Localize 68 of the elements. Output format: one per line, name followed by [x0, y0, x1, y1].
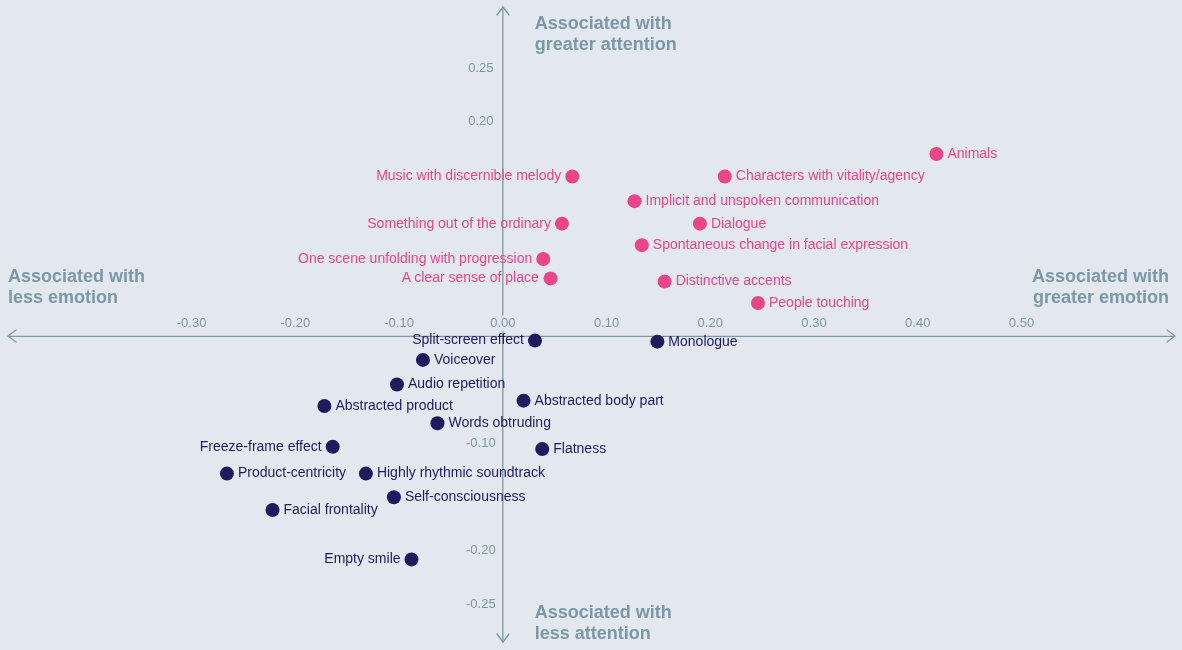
point	[358, 466, 373, 481]
point	[536, 252, 551, 267]
point	[317, 399, 332, 414]
point	[634, 238, 649, 253]
annotation: Associated with less emotion	[8, 266, 146, 308]
annotation: Characters with vitality/agency	[735, 167, 925, 184]
y-tick-label: 0.25	[468, 59, 494, 75]
annotation: People touching	[768, 293, 870, 310]
point	[390, 377, 404, 392]
point	[430, 416, 445, 431]
point	[565, 169, 580, 184]
annotation: Freeze-frame effect	[199, 437, 322, 454]
annotation: Implicit and unspoken communication	[645, 192, 880, 209]
point	[717, 169, 732, 184]
x-tick-label: 0.30	[801, 314, 827, 330]
point	[516, 393, 531, 408]
point	[627, 194, 642, 209]
annotation: Animals	[947, 144, 998, 161]
annotation: Dialogue	[710, 214, 767, 231]
y-tick-label: 0.20	[468, 113, 494, 129]
point	[650, 334, 665, 349]
point	[386, 490, 401, 505]
x-tick-label: -0.10	[384, 314, 414, 330]
annotation: Music with discernible melody	[376, 167, 562, 184]
annotation: A clear sense of place	[401, 269, 539, 286]
y-tick-label: -0.20	[465, 542, 496, 558]
annotation: Distinctive accents	[675, 272, 792, 289]
point	[325, 439, 340, 454]
annotation: Something out of the ordinary	[367, 214, 551, 231]
annotation: Flatness	[553, 439, 607, 456]
point	[219, 466, 234, 481]
annotation: One scene unfolding with progression	[298, 249, 533, 266]
x-tick-label: 0.50	[1008, 314, 1035, 330]
annotation: Abstracted body part	[534, 391, 664, 408]
point	[535, 441, 550, 456]
annotation: Highly rhythmic soundtrack	[376, 464, 546, 481]
point	[929, 146, 944, 161]
annotation: Self-consciousness	[404, 488, 526, 505]
x-tick-label: 0.00	[490, 314, 516, 330]
x-tick-label: 0.20	[697, 314, 723, 330]
point	[527, 333, 542, 348]
annotation: Product-centricity	[237, 464, 347, 481]
annotation: Monologue	[668, 332, 738, 349]
annotation: Associated with greater attention	[534, 12, 677, 54]
annotation: Associated with less attention	[534, 601, 672, 643]
annotation: Associated with greater emotion	[1031, 266, 1169, 308]
y-tick-label: -0.25	[465, 596, 496, 612]
x-tick-label: -0.30	[176, 314, 207, 330]
point	[265, 503, 280, 518]
x-tick-label: 0.40	[905, 314, 931, 330]
point	[750, 296, 765, 311]
x-tick-label: -0.20	[280, 314, 311, 330]
y-tick-label: -0.10	[465, 435, 496, 451]
point	[692, 216, 707, 231]
annotation: Split-screen effect	[412, 331, 525, 348]
point	[404, 552, 419, 567]
annotation: Words obtruding	[448, 414, 551, 431]
point	[543, 271, 558, 286]
x-tick-label: 0.10	[593, 314, 620, 330]
annotation: Empty smile	[324, 550, 401, 567]
point	[554, 216, 569, 231]
annotation: Abstracted product	[335, 396, 454, 413]
annotation: Audio repetition	[408, 375, 506, 392]
annotation: Facial frontality	[283, 500, 378, 517]
point	[657, 274, 672, 289]
point	[415, 352, 430, 367]
annotation: Spontaneous change in facial expression	[652, 235, 909, 252]
annotation: Voiceover	[433, 350, 496, 367]
